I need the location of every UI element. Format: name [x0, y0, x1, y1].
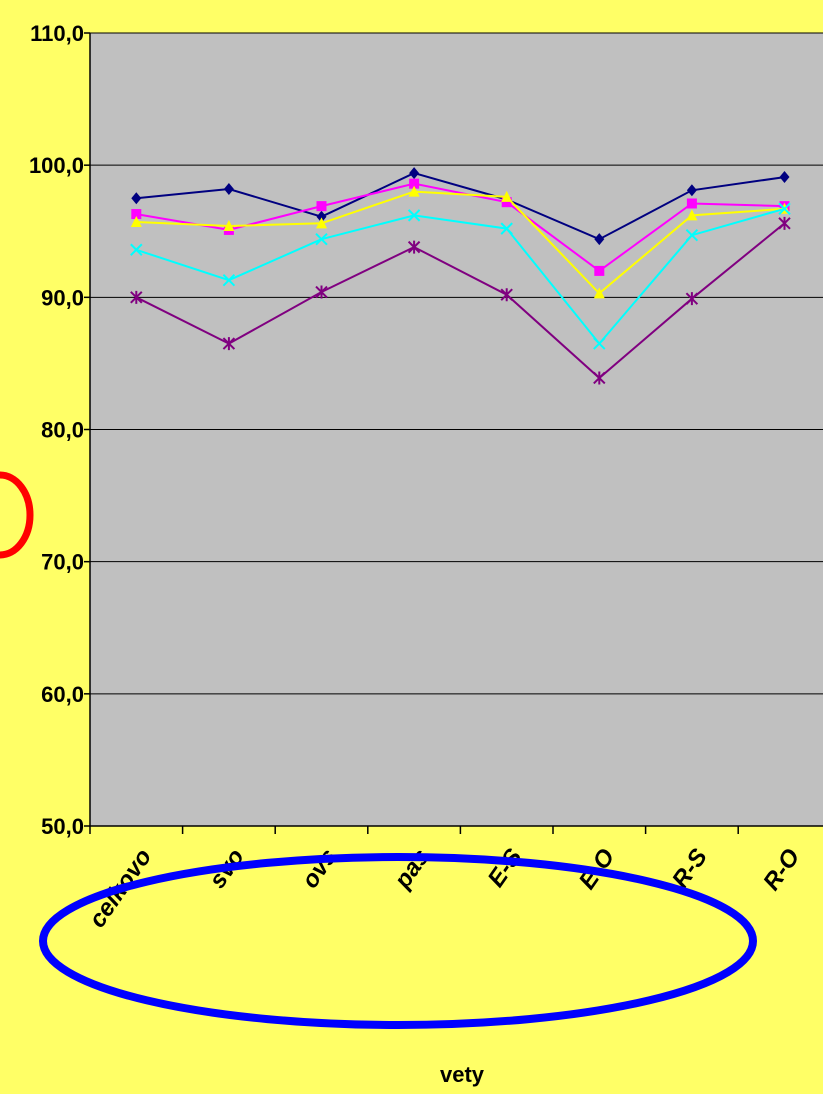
data-point [593, 371, 606, 385]
data-point [778, 216, 791, 230]
data-point [315, 285, 328, 299]
data-point [594, 233, 605, 246]
data-point [130, 290, 143, 304]
y-tick-label: 100,0 [29, 153, 84, 178]
x-axis-title: vety [440, 1062, 485, 1087]
series-line [135, 222, 786, 380]
data-point [131, 209, 142, 220]
data-point [223, 182, 234, 195]
series-line [135, 207, 785, 346]
data-point [407, 240, 421, 254]
data-point [409, 178, 420, 189]
x-tick-label: E-S [483, 844, 528, 892]
data-point [685, 229, 699, 242]
data-point [223, 219, 235, 231]
y-tick-label: 50,0 [41, 814, 84, 839]
data-point [222, 337, 236, 351]
data-point [593, 337, 606, 350]
grid-lines [90, 32, 823, 695]
data-point [131, 192, 142, 205]
y-tick-label: 70,0 [41, 550, 84, 575]
data-point [593, 287, 605, 299]
x-tick-label: ovs [297, 844, 343, 893]
y-tick-labels: 50,0 60,0 70,0 80,0 90,0 100,0 110,0 [29, 21, 84, 839]
data-point [316, 217, 327, 229]
y-tick-label: 80,0 [41, 418, 84, 443]
x-tick-label: R-O [758, 844, 806, 896]
data-point [686, 184, 697, 197]
y-tick-label: 110,0 [30, 21, 84, 46]
data-point [685, 292, 699, 306]
data-point [500, 288, 513, 302]
data-point [315, 232, 328, 246]
data-point [407, 209, 421, 222]
data-point [130, 243, 143, 256]
data-point [316, 201, 327, 212]
y-tick-label: 90,0 [41, 285, 84, 310]
blue-ellipse-annotation [39, 853, 757, 1029]
data-point [130, 215, 142, 227]
data-point [501, 190, 513, 202]
y-tick-label: 60,0 [41, 682, 84, 707]
series-line [136, 190, 785, 295]
data-point [779, 171, 790, 184]
data-point [222, 273, 236, 287]
red-circle-annotation [0, 471, 34, 559]
axes [84, 32, 823, 834]
data-point [316, 210, 327, 223]
x-tick-label: pas [389, 844, 435, 894]
data-point [500, 222, 513, 235]
data-point [501, 197, 512, 208]
data-point [778, 202, 791, 215]
data-point [408, 185, 420, 197]
series-line [136, 172, 785, 241]
series-1 [131, 167, 790, 246]
data-point [686, 209, 698, 221]
series-lines [130, 167, 791, 385]
series-5 [130, 216, 791, 385]
data-point [409, 167, 420, 180]
data-point [594, 265, 605, 276]
series-4 [130, 202, 791, 350]
data-point [686, 198, 697, 209]
